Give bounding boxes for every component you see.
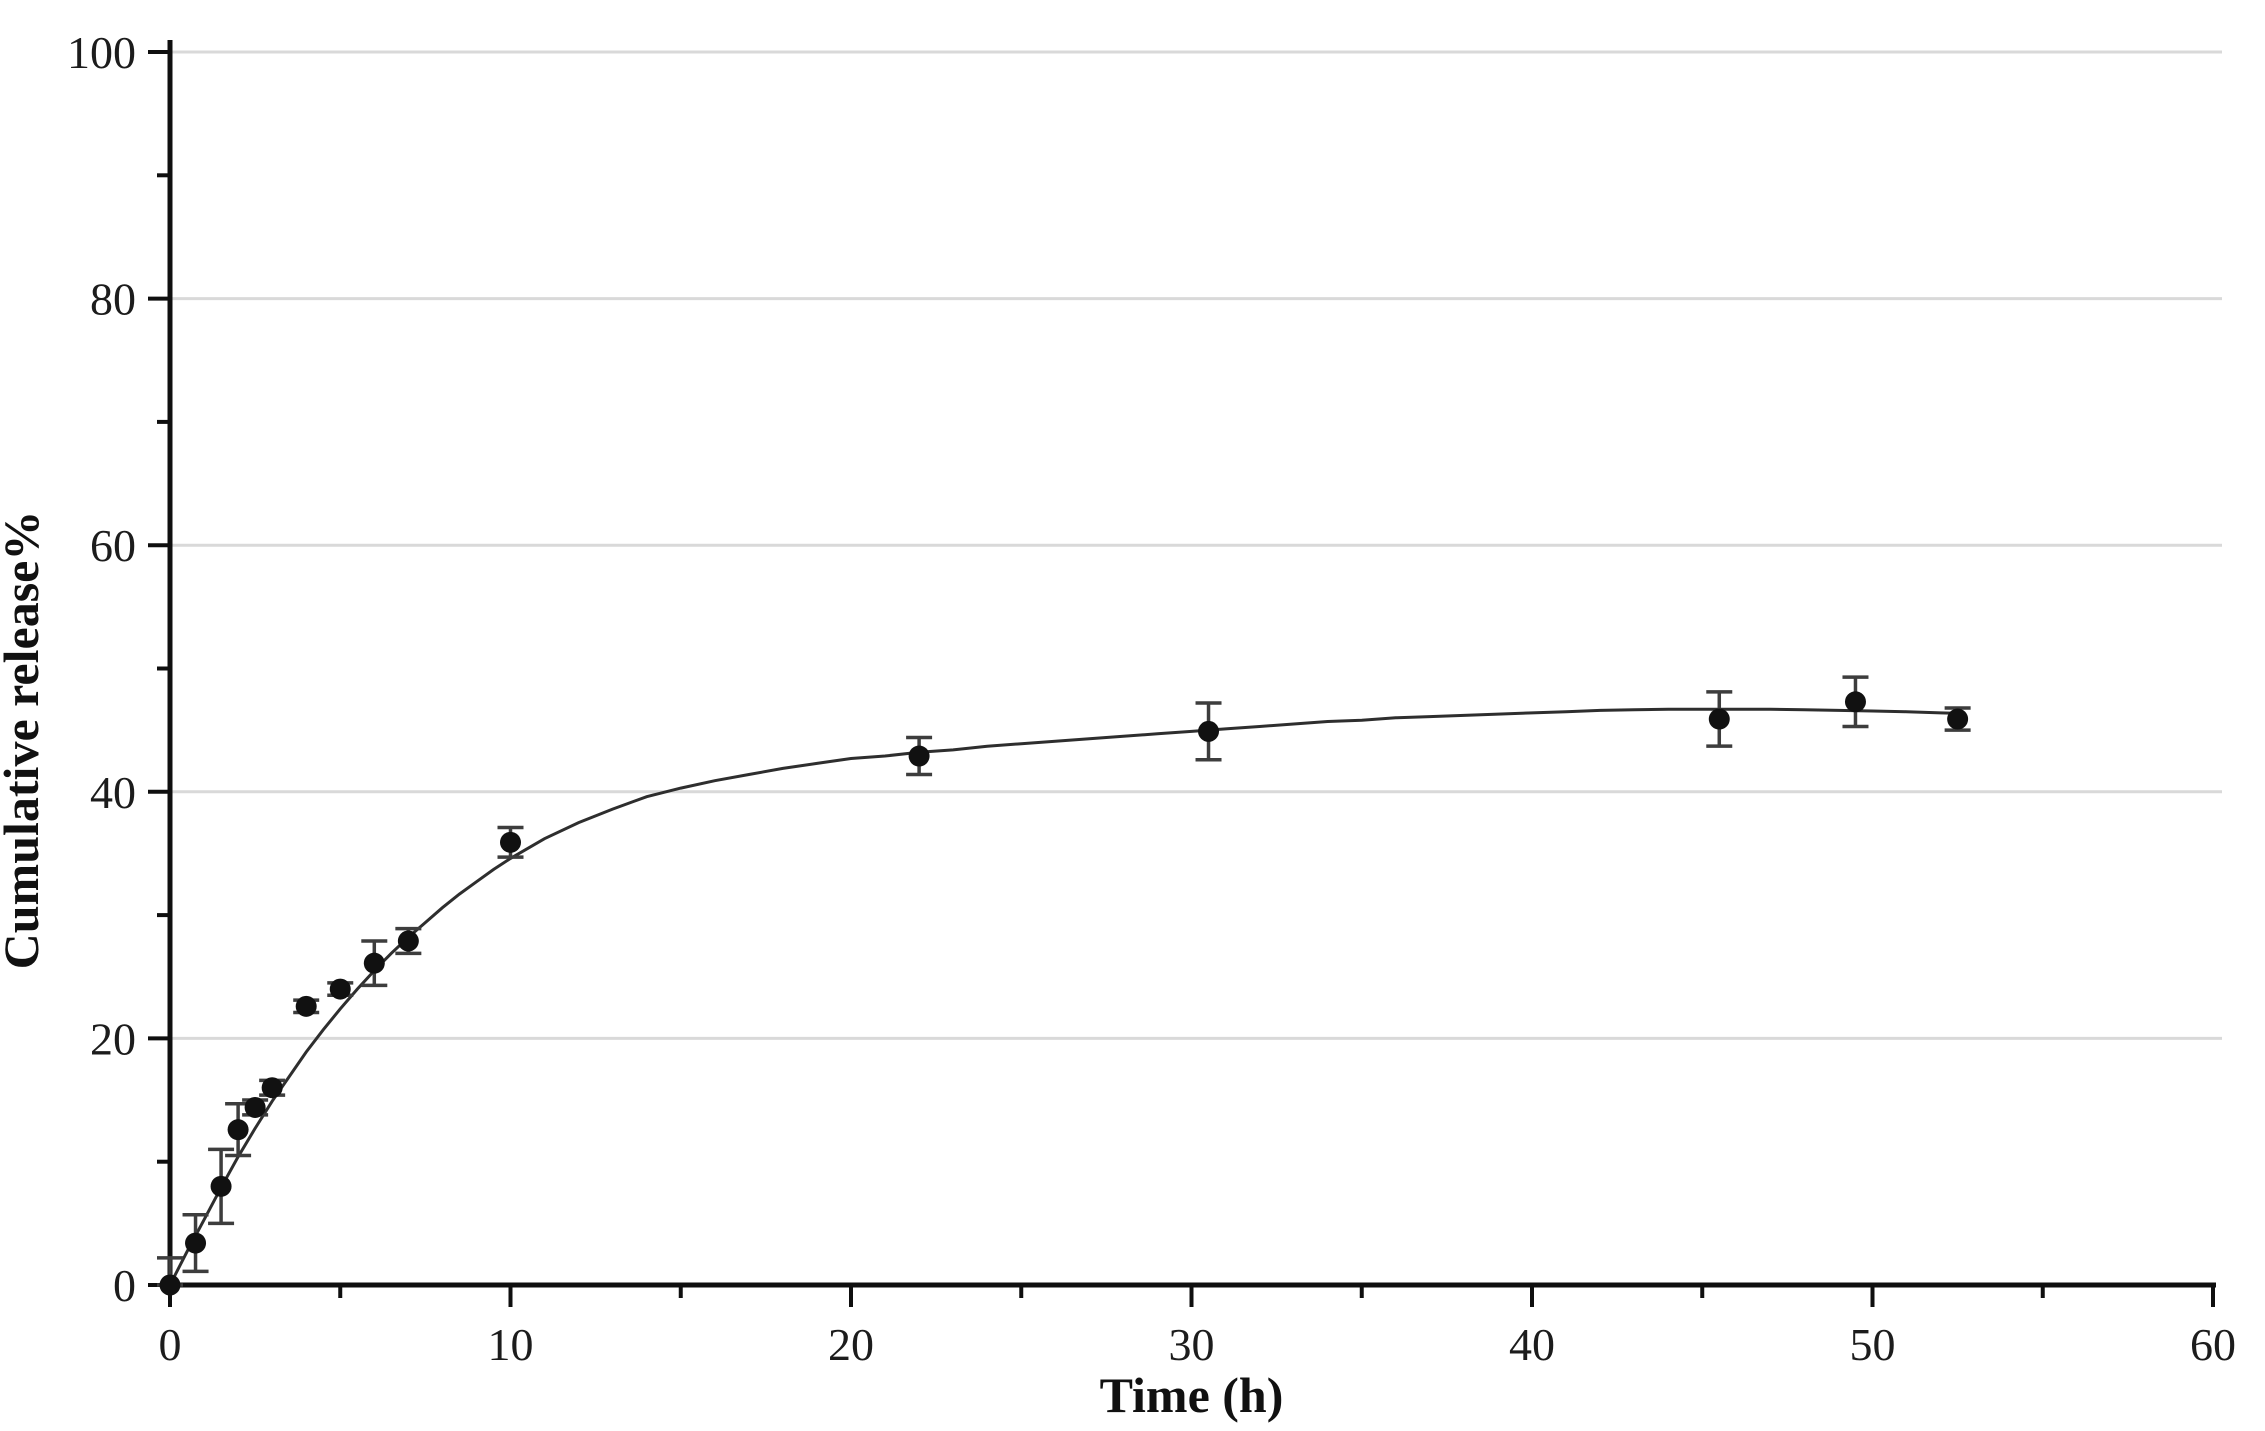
x-tick-label: 30 <box>1169 1319 1215 1370</box>
data-point <box>185 1232 207 1254</box>
error-bars <box>157 675 1971 1287</box>
x-axis-title: Time (h) <box>1100 1367 1284 1423</box>
y-tick-label: 0 <box>113 1260 136 1311</box>
x-tick-label: 0 <box>159 1319 182 1370</box>
x-tick-label: 40 <box>1509 1319 1555 1370</box>
y-tick-label: 60 <box>90 520 136 571</box>
axes <box>167 40 2216 1288</box>
x-tick-label: 50 <box>1850 1319 1896 1370</box>
y-tick-label: 20 <box>90 1013 136 1064</box>
data-point <box>1708 708 1730 730</box>
data-point <box>1198 720 1220 742</box>
x-tick-label: 60 <box>2190 1319 2236 1370</box>
x-tick-labels: 0 10 20 30 40 50 60 <box>159 1319 2237 1370</box>
data-point-markers <box>159 691 1969 1296</box>
y-axis-title: Cumulative release% <box>0 511 49 970</box>
data-point <box>363 952 385 974</box>
y-axis-ticks <box>148 50 170 1287</box>
y-tick-label: 100 <box>67 27 136 78</box>
data-point <box>1844 691 1866 713</box>
data-point <box>295 995 317 1017</box>
fit-curve-line <box>168 707 1965 1286</box>
data-point <box>227 1119 249 1141</box>
data-point <box>244 1096 266 1118</box>
x-axis-ticks <box>168 1285 2215 1307</box>
x-tick-label: 10 <box>488 1319 534 1370</box>
x-tick-label: 20 <box>828 1319 874 1370</box>
data-point <box>397 930 419 952</box>
data-point <box>1947 708 1969 730</box>
y-tick-labels: 0 20 40 60 80 100 <box>67 27 136 1311</box>
data-point <box>329 978 351 1000</box>
y-tick-label: 80 <box>90 274 136 325</box>
data-point <box>210 1175 232 1197</box>
data-point <box>500 831 521 853</box>
data-point <box>261 1077 283 1099</box>
y-tick-label: 40 <box>90 767 136 818</box>
gridlines <box>170 50 2222 1040</box>
data-point <box>908 745 930 767</box>
data-point <box>159 1274 181 1296</box>
